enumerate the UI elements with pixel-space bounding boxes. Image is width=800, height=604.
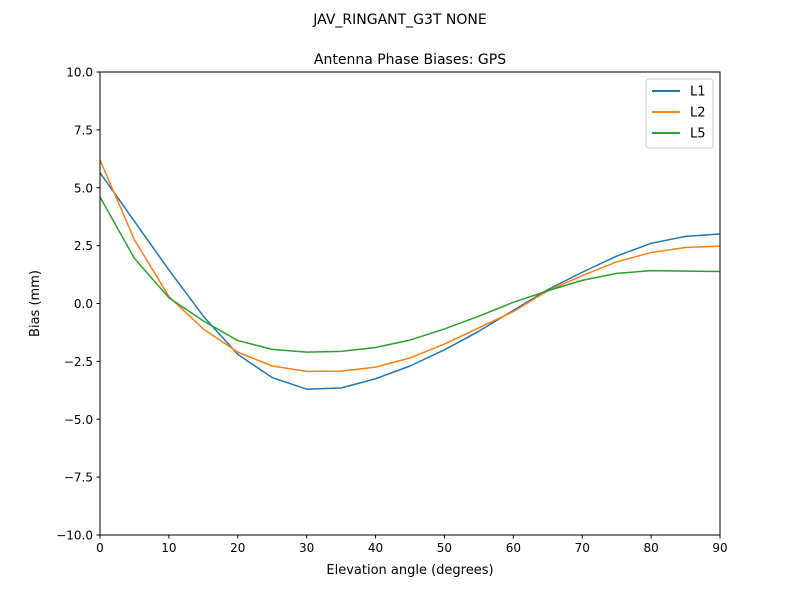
y-tick-label: −5.0 [64,413,93,427]
series-line-l1 [99,172,721,390]
y-tick-label: 2.5 [74,239,93,253]
legend-label: L2 [690,106,706,121]
x-tick-label: 70 [575,541,590,555]
x-axis-label: Elevation angle (degrees) [326,563,493,578]
x-tick-label: 30 [299,541,314,555]
y-tick-label: 10.0 [66,66,93,80]
y-tick-label: 7.5 [74,123,93,137]
series-line-l2 [99,159,721,373]
y-tick-label: −2.5 [64,355,93,369]
series-line-l5 [99,196,721,353]
x-tick-label: 60 [506,541,521,555]
y-tick-label: −7.5 [64,471,93,485]
x-ticks: 0 10 20 30 40 50 60 70 80 90 [96,535,728,555]
y-tick-label: −10.0 [56,529,93,543]
x-tick-label: 80 [643,541,658,555]
x-tick-label: 90 [712,541,727,555]
figure-suptitle: JAV_RINGANT_G3T NONE [312,12,487,28]
x-tick-label: 50 [437,541,452,555]
x-tick-label: 10 [161,541,176,555]
legend-label: L1 [690,85,706,100]
legend-box [645,78,714,149]
y-tick-label: 5.0 [74,181,93,195]
legend: L1 L2 L5 [645,78,714,149]
legend-label: L5 [690,127,706,142]
y-ticks: −10.0 −7.5 −5.0 −2.5 0.0 2.5 5.0 7.5 10.0 [56,66,100,543]
plot-area [100,72,720,535]
x-tick-label: 40 [368,541,383,555]
series-layer [99,159,721,390]
chart-title: Antenna Phase Biases: GPS [314,52,506,68]
x-tick-label: 20 [230,541,245,555]
y-tick-label: 0.0 [74,297,93,311]
x-tick-label: 0 [96,541,104,555]
y-axis-label: Bias (mm) [28,270,43,337]
